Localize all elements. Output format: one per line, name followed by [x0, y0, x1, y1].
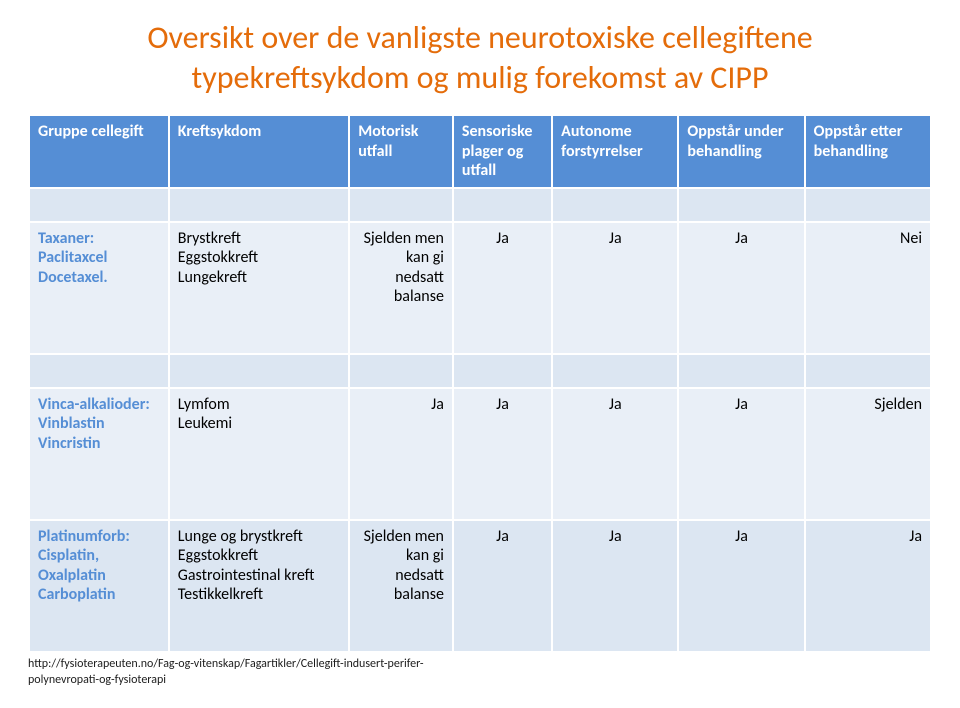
cell-during: Ja [678, 520, 804, 652]
cell-autonomic: Ja [552, 388, 678, 520]
col-during: Oppstår under behandling [678, 115, 804, 188]
cell-after: Sjelden [805, 388, 931, 520]
cell-group: Platinumforb:Cisplatin,OxalplatinCarbopl… [29, 520, 169, 652]
cell-motor: Ja [349, 388, 453, 520]
cell-motor: Sjelden men kan gi nedsatt balanse [349, 520, 453, 652]
cell-during: Ja [678, 222, 804, 354]
col-group: Gruppe cellegift [29, 115, 169, 188]
cell-group: Taxaner:PaclitaxcelDocetaxel. [29, 222, 169, 354]
slide-title: Oversikt over de vanligste neurotoxiske … [28, 18, 932, 98]
footer-line-2: polynevropati-og-fysioterapi [28, 673, 166, 687]
cell-cancer: Lunge og brystkreftEggstokkreftGastroint… [169, 520, 349, 652]
table-row: Vinca-alkalioder:VinblastinVincristin Ly… [29, 388, 931, 520]
cell-autonomic: Ja [552, 222, 678, 354]
overview-table: Gruppe cellegift Kreftsykdom Motorisk ut… [28, 114, 932, 653]
spacer-row [29, 354, 931, 388]
col-after: Oppstår etter behandling [805, 115, 931, 188]
cell-autonomic: Ja [552, 520, 678, 652]
table-header-row: Gruppe cellegift Kreftsykdom Motorisk ut… [29, 115, 931, 188]
col-autonomic: Autonome forstyrrelser [552, 115, 678, 188]
col-cancer: Kreftsykdom [169, 115, 349, 188]
cell-after: Ja [805, 520, 931, 652]
title-line-2: typekreftsykdom og mulig forekomst av CI… [192, 58, 769, 97]
source-footer: http://fysioterapeuten.no/Fag-og-vitensk… [28, 656, 424, 688]
table-row: Taxaner:PaclitaxcelDocetaxel. Brystkreft… [29, 222, 931, 354]
cell-motor: Sjelden men kan gi nedsatt balanse [349, 222, 453, 354]
cell-group: Vinca-alkalioder:VinblastinVincristin [29, 388, 169, 520]
cell-sensory: Ja [453, 388, 552, 520]
col-sensory: Sensoriske plager og utfall [453, 115, 552, 188]
spacer-row [29, 188, 931, 222]
title-line-1: Oversikt over de vanligste neurotoxiske … [147, 18, 812, 57]
cell-during: Ja [678, 388, 804, 520]
col-motor: Motorisk utfall [349, 115, 453, 188]
footer-line-1: http://fysioterapeuten.no/Fag-og-vitensk… [28, 657, 424, 671]
cell-after: Nei [805, 222, 931, 354]
cell-sensory: Ja [453, 520, 552, 652]
cell-sensory: Ja [453, 222, 552, 354]
table-row: Platinumforb:Cisplatin,OxalplatinCarbopl… [29, 520, 931, 652]
cell-cancer: BrystkreftEggstokkreftLungekreft [169, 222, 349, 354]
cell-cancer: LymfomLeukemi [169, 388, 349, 520]
